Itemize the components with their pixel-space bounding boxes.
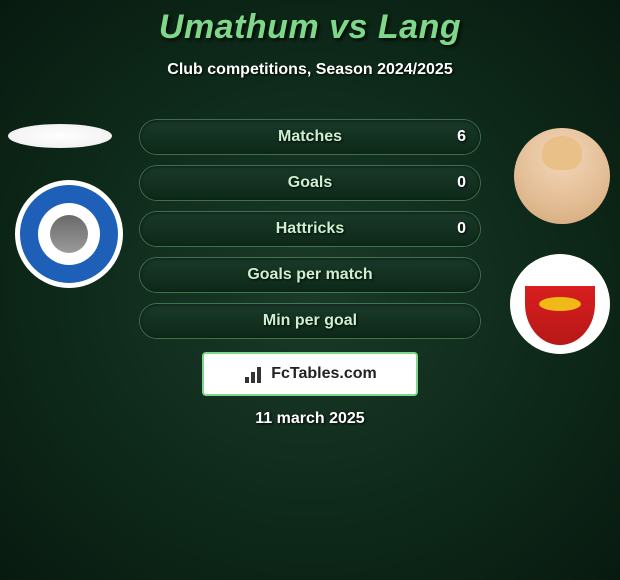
page-title: Umathum vs Lang — [0, 0, 620, 47]
club-badge-left — [15, 180, 123, 288]
club-badge-left-portrait — [50, 215, 88, 253]
stat-label: Goals per match — [247, 266, 372, 284]
stat-right-value: 0 — [457, 174, 466, 192]
player-right-photo — [514, 128, 610, 224]
stat-label: Min per goal — [263, 312, 357, 330]
stat-label: Matches — [278, 128, 342, 146]
stat-row-hattricks: Hattricks 0 — [140, 212, 480, 246]
footer-attribution[interactable]: FcTables.com — [202, 352, 418, 396]
stat-right-value: 6 — [457, 128, 466, 146]
stat-row-matches: Matches 6 — [140, 120, 480, 154]
club-badge-right-shield — [525, 263, 595, 345]
footer-label: FcTables.com — [271, 365, 377, 383]
stat-row-goals-per-match: Goals per match — [140, 258, 480, 292]
stat-bars: Matches 6 Goals 0 Hattricks 0 Goals per … — [140, 120, 480, 350]
barchart-icon — [243, 365, 265, 383]
stat-label: Hattricks — [276, 220, 344, 238]
stat-label: Goals — [288, 174, 332, 192]
club-badge-left-inner — [38, 203, 100, 265]
stat-right-value: 0 — [457, 220, 466, 238]
stat-row-min-per-goal: Min per goal — [140, 304, 480, 338]
subtitle: Club competitions, Season 2024/2025 — [0, 61, 620, 79]
card: Umathum vs Lang Club competitions, Seaso… — [0, 0, 620, 580]
date-label: 11 march 2025 — [0, 410, 620, 428]
stat-row-goals: Goals 0 — [140, 166, 480, 200]
player-left-photo — [8, 124, 112, 148]
club-badge-right — [510, 254, 610, 354]
